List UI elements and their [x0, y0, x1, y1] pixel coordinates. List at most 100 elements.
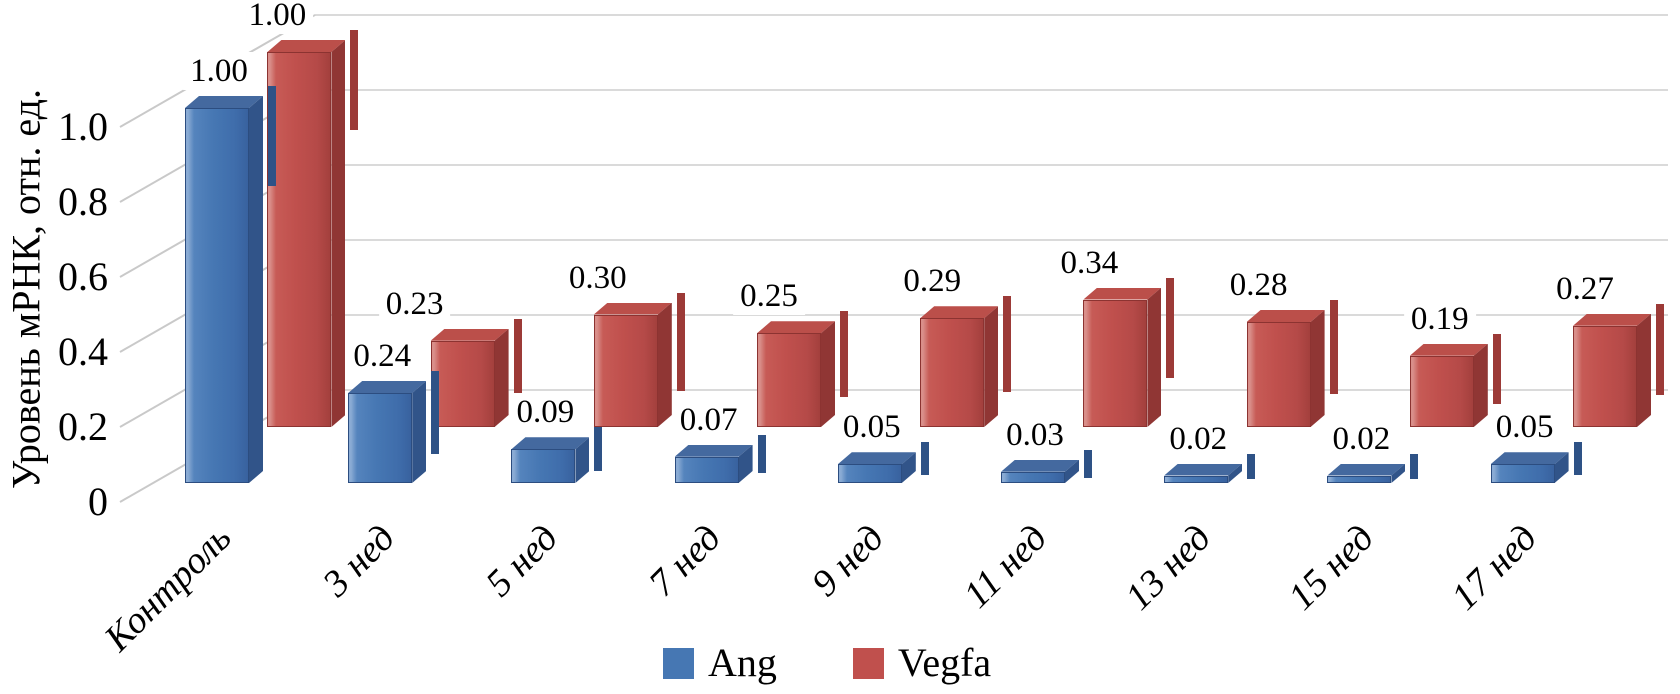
- bar-front-face: [1001, 471, 1065, 483]
- bar-front-face: [837, 464, 902, 483]
- bar-front-face: [1490, 464, 1555, 483]
- x-category-label: 15 нед: [1280, 516, 1382, 619]
- y-tick-label: 0.8: [58, 179, 108, 224]
- value-label: 0.05: [1488, 408, 1561, 447]
- bar-back-edge: [1492, 333, 1501, 404]
- bar-top-face: [1001, 459, 1079, 472]
- bar-back-edge: [1656, 303, 1664, 395]
- bar-back-edge: [1410, 453, 1419, 479]
- value-label: 0.29: [896, 262, 969, 301]
- x-category-label: 3 нед: [314, 516, 403, 605]
- bar-front-face: [185, 108, 249, 483]
- gridline: [315, 89, 1668, 91]
- bar-back-edge: [1084, 449, 1092, 478]
- bar-side-face: [249, 96, 263, 483]
- value-label: 0.07: [672, 400, 745, 439]
- bar-side-face: [657, 302, 672, 427]
- bar-top-face: [267, 40, 346, 52]
- bar-front-face: [1409, 355, 1474, 427]
- x-category-label: 11 нед: [955, 516, 1056, 617]
- bar-back-edge: [1329, 300, 1338, 394]
- bar-top-face: [837, 452, 916, 465]
- vegfa-series-swatch: [852, 647, 884, 679]
- value-label: 0.28: [1222, 266, 1295, 304]
- bar-side-face: [1637, 313, 1651, 427]
- bar-top-face: [593, 302, 672, 315]
- value-label: 0.02: [1325, 419, 1398, 458]
- bar-front-face: [267, 52, 332, 427]
- bar-front-face: [1246, 322, 1311, 427]
- bar-front-face: [1573, 325, 1637, 427]
- gridline: [315, 239, 1668, 241]
- bar-front-face: [1327, 475, 1392, 483]
- bar-side-face: [738, 444, 753, 483]
- bar-back-edge: [268, 86, 276, 186]
- bar-back-edge: [840, 311, 848, 397]
- value-label: 0.09: [509, 393, 582, 432]
- bar-back-edge: [431, 371, 440, 454]
- bar-back-edge: [594, 427, 603, 471]
- bar-side-face: [575, 437, 590, 483]
- bar-top-face: [1573, 313, 1651, 326]
- bar-top-face: [430, 328, 509, 341]
- bar-back-edge: [1573, 442, 1582, 476]
- bar-top-face: [1490, 452, 1569, 465]
- bar-side-face: [412, 381, 427, 483]
- value-label: 0.05: [835, 408, 908, 447]
- x-category-label: 7 нед: [640, 516, 730, 605]
- bar-back-edge: [1166, 277, 1175, 378]
- value-label: 0.02: [1162, 419, 1235, 458]
- value-label: 1.00: [183, 52, 255, 90]
- value-label: 0.27: [1549, 269, 1621, 308]
- value-label: 1.00: [241, 0, 314, 34]
- bar-back-edge: [1003, 296, 1012, 393]
- value-label: 0.24: [346, 337, 419, 375]
- bar-front-face: [348, 393, 413, 483]
- bar-front-face: [920, 318, 985, 427]
- bar-back-edge: [1247, 453, 1256, 479]
- bar-side-face: [1310, 310, 1325, 427]
- value-label: 0.23: [378, 284, 451, 323]
- bar-back-edge: [676, 292, 685, 392]
- bar-top-face: [1409, 343, 1488, 356]
- bar-top-face: [511, 437, 590, 450]
- bar-back-edge: [757, 434, 766, 474]
- legend-item-vegfa: Vegfa: [852, 643, 991, 683]
- bar-front-face: [674, 456, 739, 483]
- x-category-label: 5 нед: [477, 516, 566, 605]
- bar-front-face: [511, 449, 576, 483]
- bar-back-edge: [920, 442, 929, 476]
- bar-back-edge: [350, 30, 359, 130]
- value-label: 0.25: [733, 277, 805, 316]
- y-tick-label: 0.2: [58, 404, 108, 449]
- y-tick-label: 0: [88, 479, 108, 524]
- bar-top-face: [185, 96, 263, 108]
- legend-item-ang: Ang: [663, 643, 777, 683]
- value-label: 0.34: [1053, 243, 1126, 282]
- gridline: [315, 164, 1668, 166]
- y-tick-label: 0.6: [58, 254, 108, 299]
- bar-top-face: [1327, 463, 1406, 476]
- bar-top-face: [1246, 310, 1325, 322]
- value-label: 0.19: [1403, 299, 1476, 338]
- ang-series-swatch: [663, 647, 694, 679]
- bar-top-face: [674, 444, 753, 457]
- legend: Ang Vegfa: [663, 643, 991, 683]
- bar-side-face: [1473, 343, 1488, 427]
- bar-front-face: [757, 333, 821, 427]
- bar-front-face: [430, 340, 495, 427]
- y-tick-label: 1.0: [58, 104, 108, 149]
- bar-front-face: [593, 314, 658, 427]
- bar-top-face: [1083, 287, 1162, 300]
- bar-front-face: [1083, 299, 1148, 427]
- y-tick-label: 0.4: [58, 329, 108, 374]
- bar-front-face: [1164, 475, 1229, 483]
- x-category-label: 17 нед: [1443, 516, 1546, 619]
- x-category-label: Контроль: [96, 516, 240, 660]
- x-category-label: 9 нед: [804, 516, 893, 605]
- gridline: [315, 14, 1668, 16]
- bar-side-face: [821, 321, 835, 427]
- value-label: 0.30: [561, 258, 634, 297]
- bar-side-face: [331, 40, 346, 427]
